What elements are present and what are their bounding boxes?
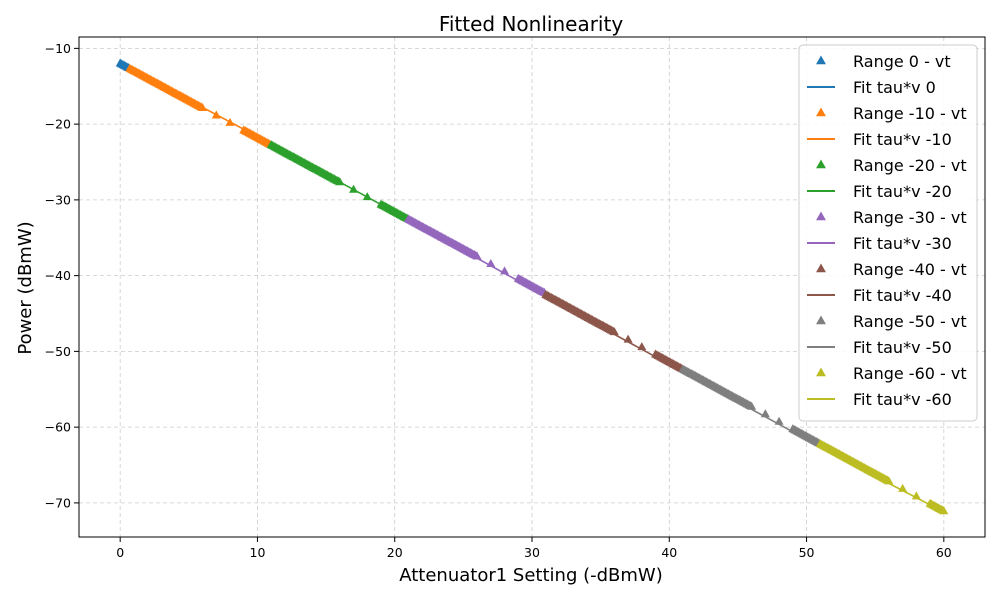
legend-label: Fit tau*v -20 bbox=[853, 182, 952, 201]
data-point bbox=[335, 177, 345, 186]
y-tick-label: −60 bbox=[45, 420, 71, 435]
legend-label: Range -40 - vt bbox=[853, 260, 967, 279]
data-point bbox=[939, 506, 949, 515]
data-markers bbox=[115, 58, 949, 515]
legend-marker bbox=[816, 315, 826, 325]
legend-label: Fit tau*v -30 bbox=[853, 234, 952, 253]
chart-title: Fitted Nonlinearity bbox=[439, 12, 623, 36]
legend-marker bbox=[816, 367, 826, 377]
x-tick-label: 10 bbox=[250, 545, 266, 560]
data-point bbox=[637, 342, 647, 351]
legend-marker bbox=[816, 107, 826, 117]
x-tick-label: 40 bbox=[661, 545, 677, 560]
y-tick-label: −10 bbox=[45, 41, 71, 56]
legend-label: Range -30 - vt bbox=[853, 208, 967, 227]
data-point bbox=[198, 103, 208, 112]
legend-label: Fit tau*v 0 bbox=[853, 78, 936, 97]
y-axis-label: Power (dBmW) bbox=[15, 221, 36, 354]
y-tick-label: −70 bbox=[45, 495, 71, 510]
y-tick-label: −50 bbox=[45, 344, 71, 359]
y-tick-label: −20 bbox=[45, 117, 71, 132]
data-point bbox=[884, 476, 894, 485]
x-tick-label: 60 bbox=[936, 545, 952, 560]
legend-label: Range -60 - vt bbox=[853, 364, 967, 383]
legend-marker bbox=[816, 211, 826, 221]
x-tick-label: 20 bbox=[387, 545, 403, 560]
legend-label: Range 0 - vt bbox=[853, 52, 951, 71]
x-tick-label: 50 bbox=[799, 545, 815, 560]
data-point bbox=[225, 117, 235, 126]
legend-box bbox=[798, 44, 978, 422]
data-point bbox=[609, 327, 619, 336]
x-tick-label: 0 bbox=[116, 545, 124, 560]
y-tick-label: −40 bbox=[45, 268, 71, 283]
y-axis-ticks: −10 −20 −30 −40 −50 −60 −70 bbox=[45, 41, 79, 510]
data-point bbox=[362, 192, 372, 201]
x-tick-label: 30 bbox=[524, 545, 540, 560]
data-point bbox=[472, 251, 482, 260]
legend: Range 0 - vt Fit tau*v 0 Range -10 - vt Fit… bbox=[798, 44, 978, 422]
data-point bbox=[774, 416, 784, 425]
data-point bbox=[898, 483, 908, 492]
y-tick-label: −30 bbox=[45, 192, 71, 207]
x-axis-label: Attenuator1 Setting (-dBmW) bbox=[399, 565, 663, 586]
legend-marker bbox=[816, 159, 826, 169]
legend-marker bbox=[816, 55, 826, 65]
grid bbox=[79, 37, 985, 537]
x-axis-ticks: 0 10 20 30 40 50 60 bbox=[116, 537, 952, 560]
legend-label: Range -10 - vt bbox=[853, 104, 967, 123]
data-point bbox=[747, 401, 757, 410]
data-point bbox=[211, 110, 221, 119]
data-point bbox=[349, 184, 359, 193]
legend-label: Range -50 - vt bbox=[853, 312, 967, 331]
legend-label: Fit tau*v -10 bbox=[853, 130, 952, 149]
legend-label: Range -20 - vt bbox=[853, 156, 967, 175]
legend-label: Fit tau*v -60 bbox=[853, 390, 952, 409]
data-point bbox=[911, 491, 921, 500]
data-point bbox=[760, 409, 770, 418]
legend-marker bbox=[816, 263, 826, 273]
legend-label: Fit tau*v -40 bbox=[853, 286, 952, 305]
data-point bbox=[623, 334, 633, 343]
legend-label: Fit tau*v -50 bbox=[853, 338, 952, 357]
data-point bbox=[500, 266, 510, 275]
data-point bbox=[486, 258, 496, 267]
